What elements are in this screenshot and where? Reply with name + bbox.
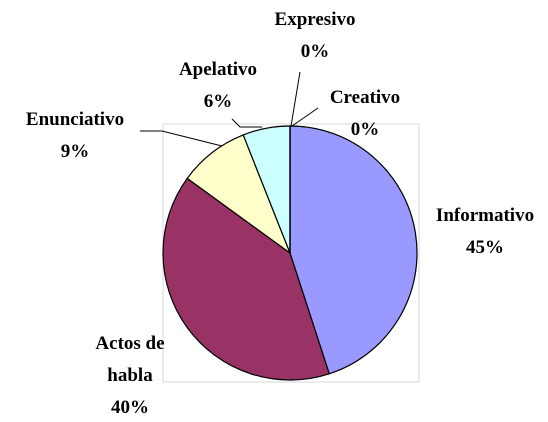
leader-line [291,107,319,127]
pie-slice [162,177,331,381]
slice-label: Informativo 45% [436,200,534,264]
slice-label: Creativo 0% [330,82,400,146]
leader-line [140,130,223,147]
leader-line [231,118,262,128]
category-label: Enunciativo [25,109,125,130]
category-label: Expresivo [274,9,356,30]
value-label: 0% [300,41,330,62]
category-label: Informativo [435,205,535,226]
category-label: Actos de habla [95,333,165,386]
category-label: Apelativo [178,59,258,80]
value-label: 45% [466,237,504,258]
category-label: Creativo [329,87,401,108]
value-label: 6% [203,91,233,112]
leader-line [290,71,301,127]
value-label: 40% [111,397,149,418]
slice-label: Actos de habla 40% [80,328,180,422]
pie-slice [289,125,418,375]
slice-label: Apelativo 6% [179,54,257,118]
slice-label: Enunciativo 9% [26,104,124,168]
slice-label: Expresivo 0% [275,4,356,68]
value-label: 9% [60,141,90,162]
value-label: 0% [350,119,380,140]
